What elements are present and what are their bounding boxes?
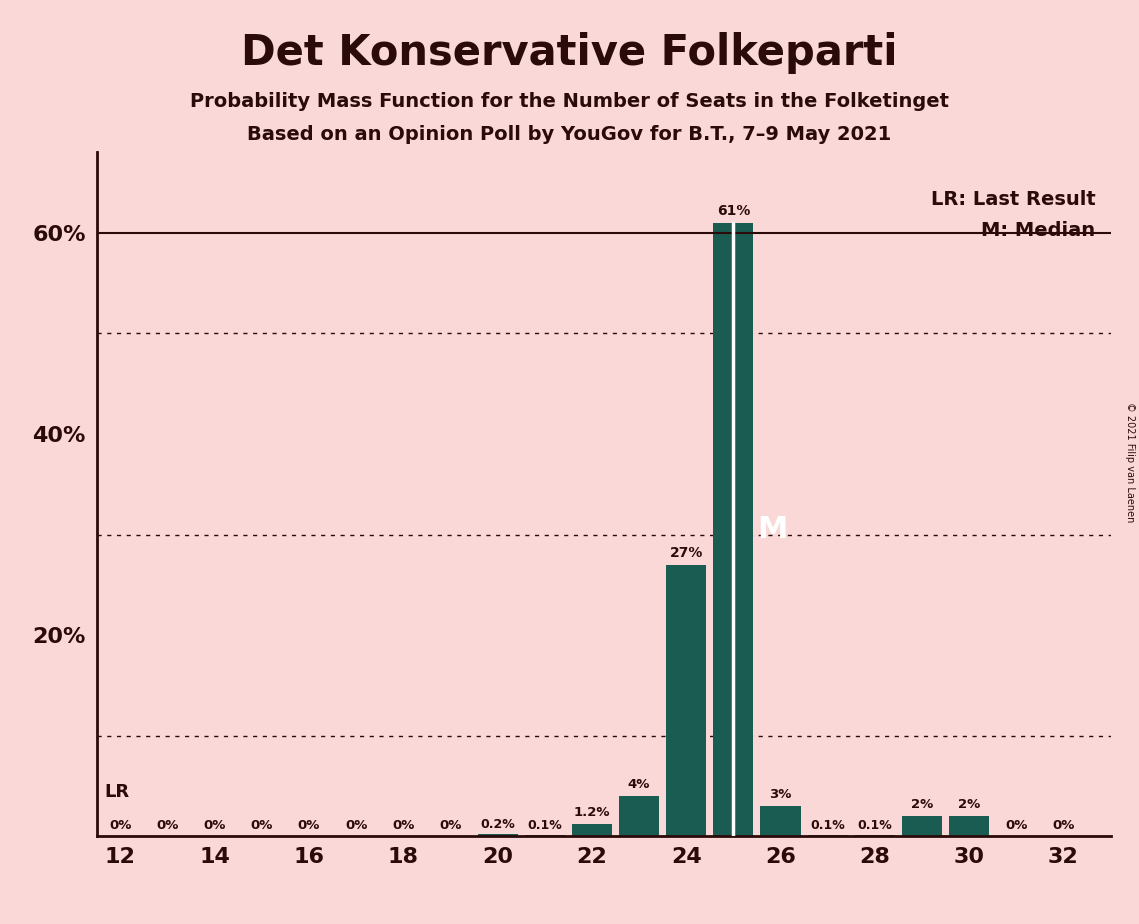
Bar xyxy=(572,824,612,836)
Text: LR: LR xyxy=(104,783,129,801)
Text: 61%: 61% xyxy=(716,204,749,218)
Text: 0.2%: 0.2% xyxy=(481,818,515,832)
Text: 0%: 0% xyxy=(1052,820,1074,833)
Text: M: M xyxy=(757,515,787,544)
Bar xyxy=(902,816,942,836)
Text: 0.1%: 0.1% xyxy=(527,820,563,833)
Text: 27%: 27% xyxy=(670,546,703,560)
Bar xyxy=(713,223,753,836)
Text: © 2021 Filip van Laenen: © 2021 Filip van Laenen xyxy=(1125,402,1134,522)
Bar xyxy=(477,834,517,836)
Text: 2%: 2% xyxy=(911,798,933,811)
Text: LR: Last Result: LR: Last Result xyxy=(931,190,1096,209)
Text: 0.1%: 0.1% xyxy=(810,820,845,833)
Text: 0%: 0% xyxy=(156,820,179,833)
Text: 0%: 0% xyxy=(392,820,415,833)
Text: 0.1%: 0.1% xyxy=(858,820,892,833)
Text: Based on an Opinion Poll by YouGov for B.T., 7–9 May 2021: Based on an Opinion Poll by YouGov for B… xyxy=(247,125,892,144)
Text: 0%: 0% xyxy=(440,820,461,833)
Bar xyxy=(666,565,706,836)
Text: 1.2%: 1.2% xyxy=(574,806,611,820)
Bar xyxy=(761,806,801,836)
Bar xyxy=(618,796,659,836)
Text: 0%: 0% xyxy=(1005,820,1027,833)
Text: 2%: 2% xyxy=(958,798,981,811)
Bar xyxy=(808,835,847,836)
Text: 0%: 0% xyxy=(251,820,273,833)
Bar xyxy=(525,835,565,836)
Bar xyxy=(949,816,989,836)
Text: 3%: 3% xyxy=(769,788,792,801)
Text: Det Konservative Folkeparti: Det Konservative Folkeparti xyxy=(241,32,898,74)
Text: Probability Mass Function for the Number of Seats in the Folketinget: Probability Mass Function for the Number… xyxy=(190,92,949,112)
Text: M: Median: M: Median xyxy=(981,221,1096,240)
Text: 4%: 4% xyxy=(628,778,650,791)
Bar xyxy=(854,835,895,836)
Text: 0%: 0% xyxy=(109,820,132,833)
Text: 0%: 0% xyxy=(345,820,367,833)
Text: 0%: 0% xyxy=(297,820,320,833)
Text: 0%: 0% xyxy=(204,820,226,833)
